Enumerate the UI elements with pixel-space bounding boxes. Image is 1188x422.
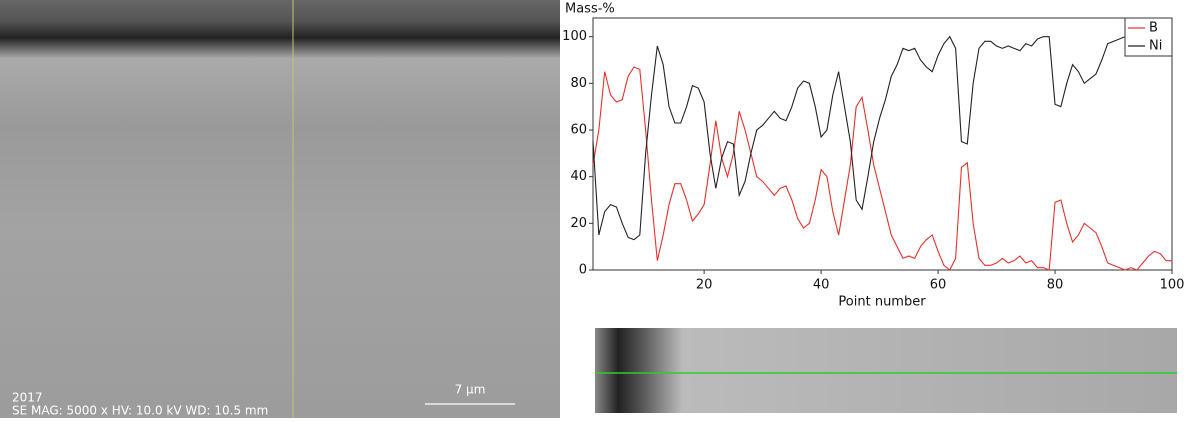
x-tick-label: 60 (930, 278, 947, 293)
y-axis-label: Mass-% (565, 2, 615, 17)
legend-label: B (1149, 21, 1158, 36)
plot-frame (592, 17, 1173, 271)
y-tick-label: 20 (570, 216, 587, 231)
line-scan-image (595, 328, 1177, 413)
y-tick-label: 0 (579, 263, 587, 278)
x-tick-label: 20 (696, 278, 713, 293)
x-tick-label: 100 (1160, 278, 1185, 293)
legend-label: Ni (1149, 39, 1162, 54)
x-tick-label: 40 (813, 278, 830, 293)
series-line (592, 35, 1172, 241)
y-tick-label: 80 (570, 76, 587, 91)
x-tick-label: 80 (1047, 278, 1064, 293)
scale-label: 7 µm (455, 383, 486, 397)
y-tick-label: 100 (562, 29, 587, 44)
y-tick-label: 40 (570, 169, 587, 184)
series-line (592, 66, 1172, 271)
legend-box (1124, 17, 1173, 57)
x-axis-label: Point number (838, 295, 926, 310)
y-tick-label: 60 (570, 123, 587, 138)
sem-image (0, 0, 560, 418)
sem-info: SE MAG: 5000 x HV: 10.0 kV WD: 10.5 mm (12, 404, 268, 418)
sem-year: 2017 (12, 391, 43, 405)
